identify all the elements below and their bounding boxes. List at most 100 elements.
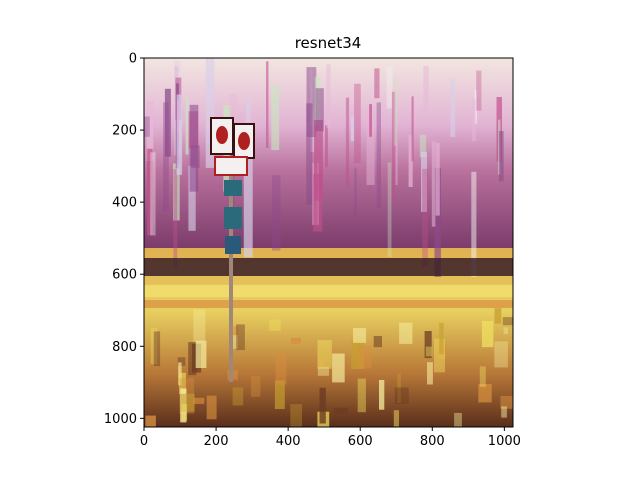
image-patch [494, 341, 508, 368]
sign-blue-2 [224, 207, 242, 229]
image-patch [501, 406, 507, 418]
image-patch [373, 336, 382, 348]
image-patch [317, 340, 332, 369]
image-streak [306, 103, 313, 205]
image-streak [471, 99, 476, 142]
image-streak [408, 134, 413, 187]
image-streak [435, 142, 440, 216]
image-streak [144, 116, 150, 137]
image-streak [391, 91, 396, 201]
image-streak [387, 162, 392, 258]
image-streak [393, 78, 398, 146]
image-patch [275, 352, 287, 385]
image-streak [173, 169, 178, 269]
image-streak [173, 163, 180, 221]
image-streak [350, 116, 355, 141]
image-patch [150, 328, 158, 365]
image-streak [419, 134, 427, 157]
image-streak [421, 151, 427, 212]
x-tick-label: 400 [276, 434, 301, 449]
image-patch [181, 404, 188, 421]
image-streak [177, 100, 180, 134]
image-streak [374, 68, 380, 99]
image-streak [345, 97, 350, 188]
image-streak [243, 150, 253, 258]
image-streak [354, 83, 361, 164]
image-streak [366, 106, 375, 185]
image-streak [376, 102, 381, 208]
sign-middle [214, 156, 248, 176]
image-streak [431, 141, 436, 227]
sign-blue-3 [225, 236, 241, 254]
image-streak [164, 88, 171, 157]
image-patch [290, 404, 302, 427]
image-streak [326, 64, 331, 129]
image-patch [479, 366, 486, 387]
image-patch [274, 380, 285, 409]
image-streak [245, 100, 251, 135]
image-streak [271, 85, 280, 151]
image-streak [386, 67, 393, 109]
image-patch [236, 324, 245, 351]
image-patch [427, 362, 433, 385]
image-road-glow [144, 285, 513, 297]
image-ground [144, 248, 513, 427]
image-streak [474, 89, 477, 124]
image-streak [272, 175, 281, 251]
image-streak [313, 120, 323, 201]
image-patch [353, 328, 367, 343]
chart-title: resnet34 [295, 34, 362, 52]
sign-right-mark [238, 132, 250, 150]
image-patch [195, 340, 207, 368]
image-patch [193, 397, 205, 404]
axes-frame [143, 57, 514, 428]
image-streak [411, 96, 414, 162]
image-streak [188, 165, 196, 231]
image-streak [325, 125, 328, 168]
image-patch [317, 356, 325, 367]
image-streak [163, 102, 169, 212]
image-patch [319, 387, 326, 424]
image-streak [450, 79, 456, 137]
image-patch [481, 320, 494, 348]
image-streak [423, 66, 429, 112]
image-streak [313, 174, 323, 232]
image-patch [439, 322, 444, 355]
image-patch [153, 331, 161, 367]
x-axis: 0 200 400 600 800 1000 [140, 427, 521, 449]
y-tick-label: 800 [112, 340, 137, 355]
y-tick-label: 600 [112, 268, 137, 283]
image-streak [306, 67, 317, 137]
image-streak [395, 142, 398, 185]
image-patch [393, 410, 399, 427]
image-patch [397, 373, 401, 403]
image-streak [176, 94, 183, 175]
image-streak [229, 93, 238, 126]
image-patch [290, 337, 301, 344]
sign-blue-1 [224, 180, 242, 196]
image-patch [503, 327, 509, 334]
image-patch [333, 407, 349, 414]
image-signpost [210, 117, 255, 382]
image-treeline [144, 258, 513, 276]
image-patch [145, 415, 156, 427]
image-streak [471, 171, 477, 277]
image-patch [332, 353, 345, 383]
image-patch [233, 326, 239, 338]
image-patch [206, 395, 217, 420]
image-patch [317, 366, 329, 376]
image-streak [266, 61, 269, 148]
image-patch [250, 376, 261, 397]
y-tick-label: 1000 [104, 412, 137, 427]
x-tick-label: 0 [140, 434, 148, 449]
sign-left-mark [216, 126, 228, 144]
image-patch [434, 338, 445, 373]
image-streak [147, 148, 153, 236]
y-tick-label: 0 [129, 52, 137, 67]
image-streaks [144, 58, 513, 427]
image-patch [179, 372, 186, 395]
sign-pole [229, 160, 233, 382]
image-patch [357, 378, 366, 413]
y-axis: 0 200 400 600 800 1000 [104, 52, 144, 427]
image-patch [188, 342, 197, 376]
